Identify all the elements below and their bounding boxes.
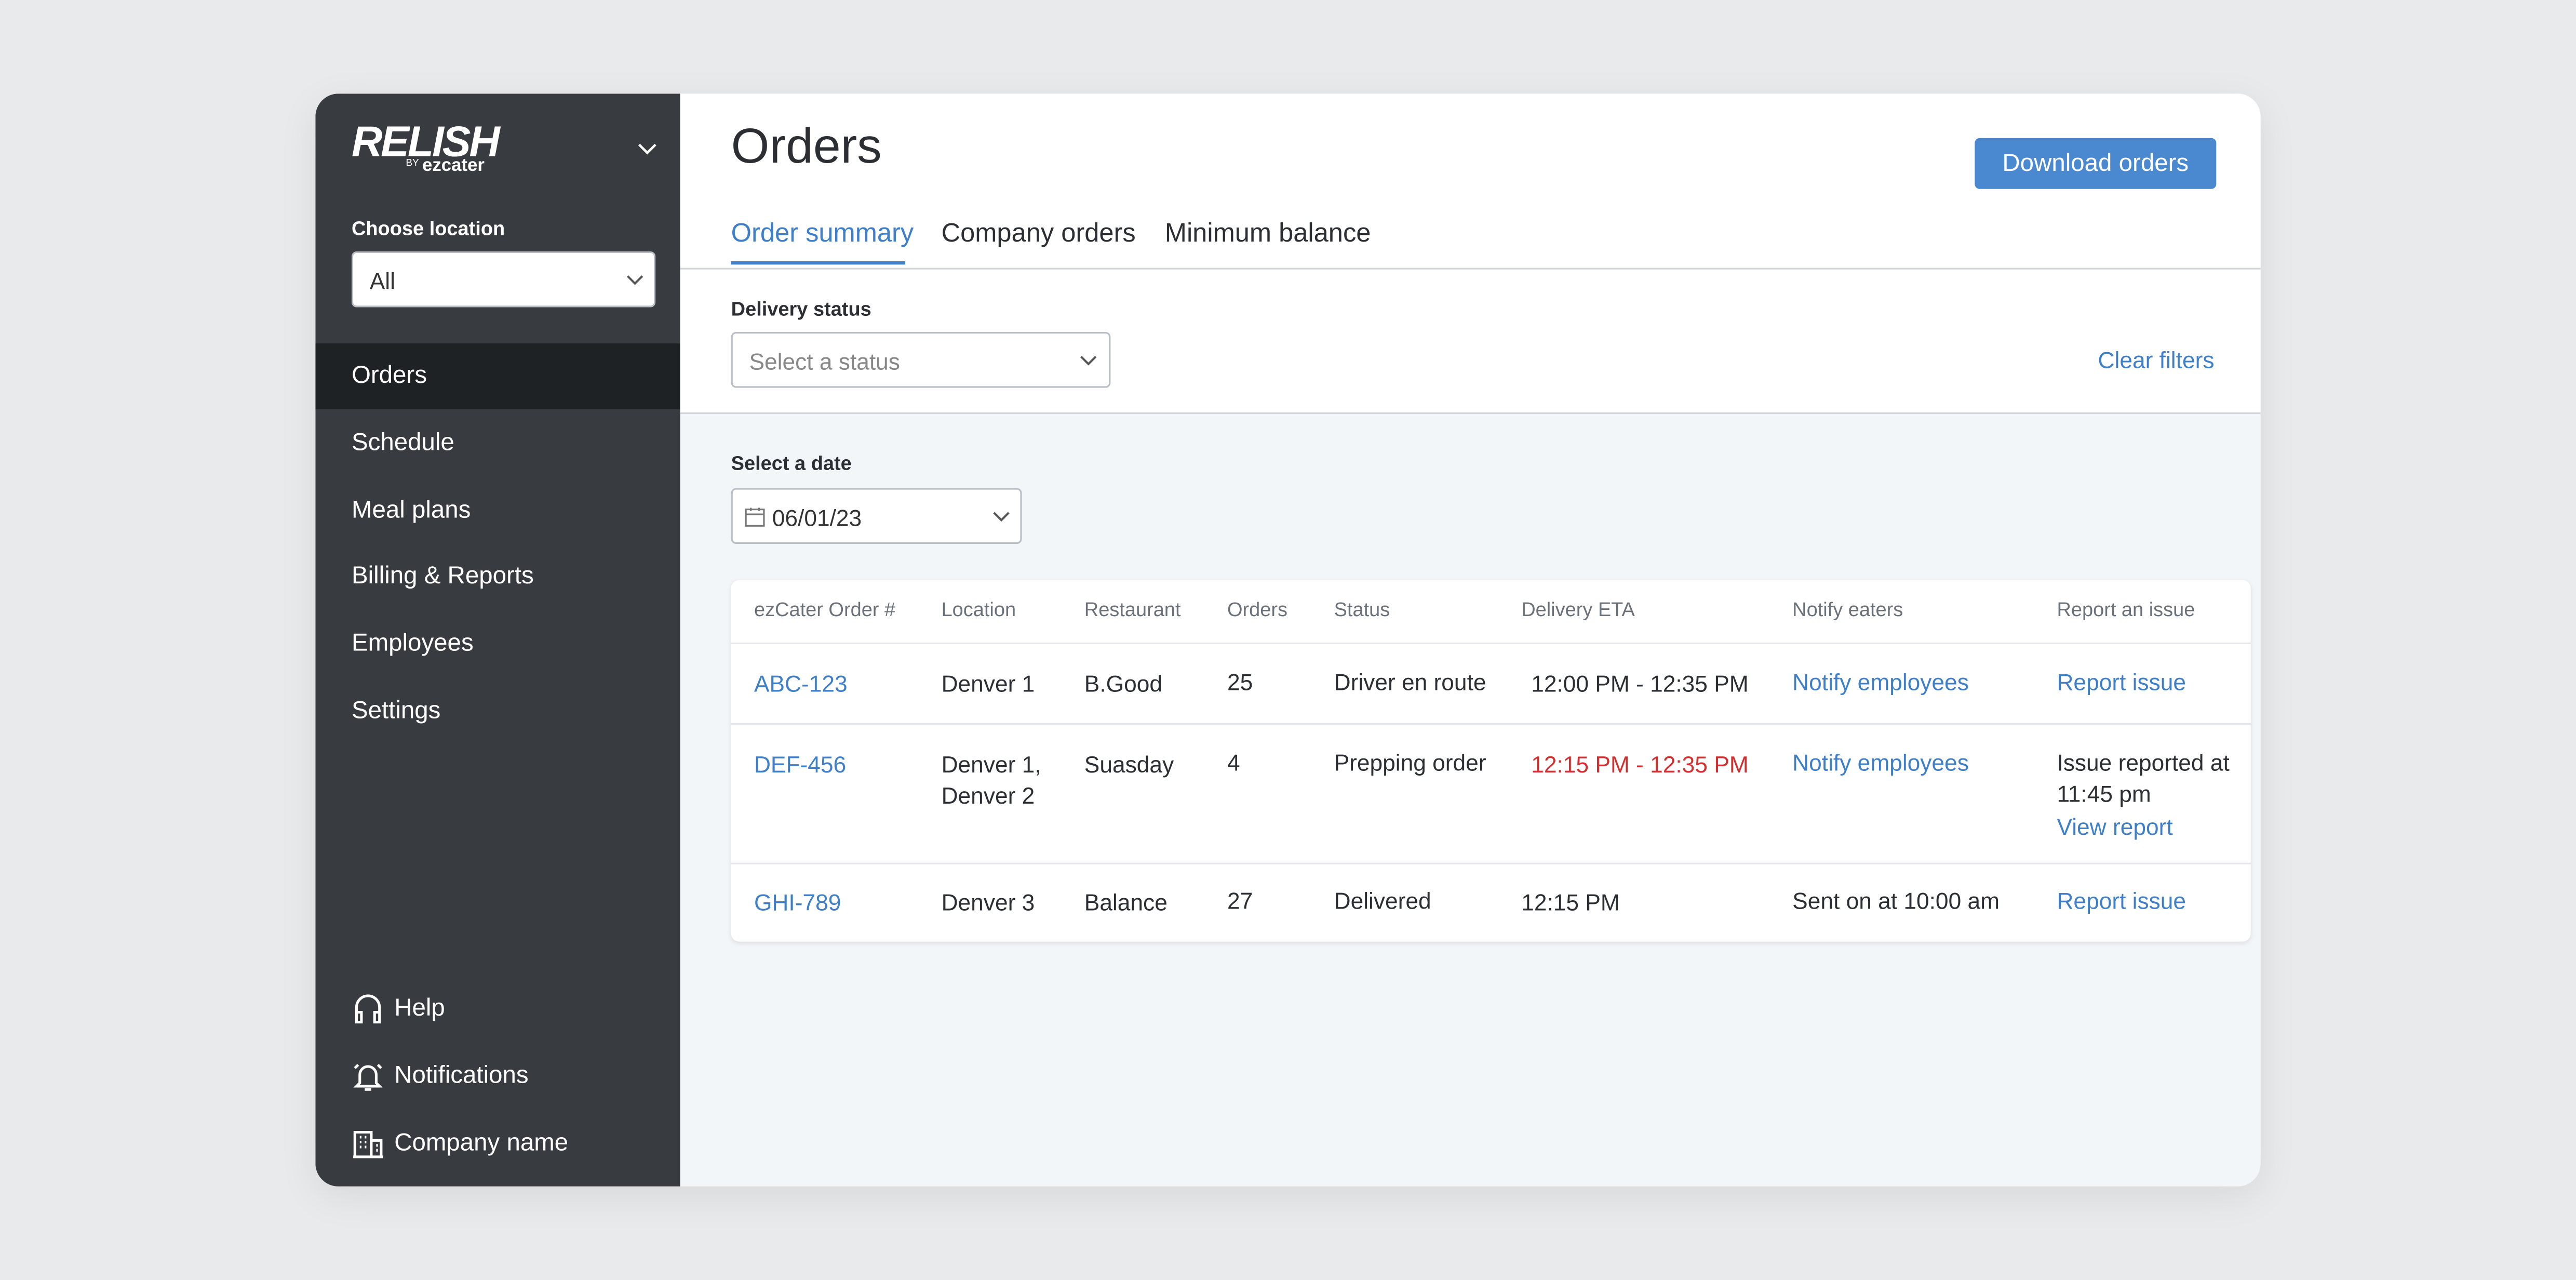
column-header: Report an issue (2057, 598, 2195, 621)
logo: RELISH (351, 116, 500, 166)
logo-by: BY (406, 159, 419, 169)
table-cell: Denver 1, Denver 2 (941, 751, 1041, 809)
status-label: Delivery status (731, 297, 871, 321)
calendar-icon (745, 508, 765, 527)
row-divider (731, 862, 2251, 864)
notifications-link[interactable]: Notifications (394, 1061, 529, 1090)
help-icon (355, 994, 381, 1024)
location-label: Choose location (351, 217, 505, 240)
table-cell: 12:15 PM (1521, 889, 1620, 915)
row-divider (731, 642, 2251, 645)
logo-brand: ezcater (422, 156, 485, 176)
table-cell: Balance (1084, 889, 1168, 915)
page-title: Orders (731, 119, 882, 175)
table-cell: B.Good (1084, 670, 1162, 697)
location-value: All (369, 268, 395, 295)
sidebar: RELISH BY ezcater Choose location All Or… (315, 94, 680, 1186)
status-placeholder: Select a status (749, 348, 900, 375)
table-cell[interactable]: Report issue (2057, 669, 2186, 696)
table-cell[interactable]: Notify employees (1792, 749, 1969, 776)
table-cell: Driver en route (1334, 669, 1486, 696)
nav-item[interactable]: Billing & Reports (351, 562, 534, 590)
table-cell: 27 (1227, 887, 1253, 914)
company-link[interactable]: Company name (394, 1129, 569, 1157)
column-header: Status (1334, 598, 1390, 621)
nav-item[interactable]: Settings (351, 697, 441, 725)
help-link[interactable]: Help (394, 994, 445, 1022)
column-header: Location (941, 598, 1016, 621)
column-header: Orders (1227, 598, 1288, 621)
tab-underline (731, 261, 905, 265)
orders-table: ezCater Order # Location Restaurant Orders S… (731, 580, 2251, 942)
table-cell: Suasday (1084, 751, 1174, 778)
column-header: Delivery ETA (1521, 598, 1635, 621)
table-cell: 12:00 PM - 12:35 PM (1531, 670, 1749, 697)
tab[interactable]: Minimum balance (1164, 220, 1371, 248)
table-cell: 12:15 PM - 12:35 PM (1531, 751, 1749, 778)
table-cell: Sent on at 10:00 am (1792, 887, 2000, 914)
table-cell[interactable]: ABC-123 (754, 670, 848, 697)
status-select[interactable]: Select a status (731, 331, 1111, 388)
clear-filters[interactable]: Clear filters (2098, 346, 2215, 374)
date-label: Select a date (731, 451, 852, 475)
nav-item[interactable]: Schedule (351, 429, 454, 457)
view-report-link[interactable]: View report (2057, 813, 2173, 840)
location-select[interactable]: All (351, 251, 656, 308)
table-cell[interactable]: GHI-789 (754, 889, 841, 915)
tab[interactable]: Company orders (941, 220, 1136, 248)
table-cell: Delivered (1334, 887, 1431, 914)
building-icon (353, 1130, 383, 1158)
chevron (1080, 355, 1097, 366)
menu-chevron[interactable] (637, 143, 657, 156)
table-cell: Denver 1 (941, 670, 1035, 697)
nav-item[interactable]: Orders (315, 343, 680, 409)
tab-active[interactable]: Order summary (731, 220, 914, 248)
download-button[interactable]: Download orders (1975, 138, 2217, 189)
column-header: ezCater Order # (754, 598, 896, 621)
chevron (626, 275, 643, 285)
column-header: Restaurant (1084, 598, 1181, 621)
table-cell: 4 (1227, 749, 1240, 776)
issue-text: Issue reported at 11:45 pm (2057, 749, 2230, 807)
table-cell: Prepping order (1334, 749, 1486, 776)
date-value: 06/01/23 (772, 504, 862, 531)
nav-item[interactable]: Employees (351, 629, 474, 658)
nav-item[interactable]: Meal plans (351, 496, 471, 525)
app-window: RELISH BY ezcater Choose location All Or… (315, 94, 2261, 1186)
bell-icon (353, 1064, 383, 1091)
table-cell[interactable]: Report issue (2057, 887, 2186, 914)
date-select[interactable]: 06/01/23 (731, 488, 1022, 544)
table-cell[interactable]: Notify employees (1792, 669, 1969, 696)
row-divider (731, 723, 2251, 725)
table-cell: 25 (1227, 669, 1253, 696)
chevron (993, 512, 1010, 522)
table-cell[interactable]: DEF-456 (754, 751, 847, 778)
table-cell: Denver 3 (941, 889, 1035, 915)
column-header: Notify eaters (1792, 598, 1903, 621)
